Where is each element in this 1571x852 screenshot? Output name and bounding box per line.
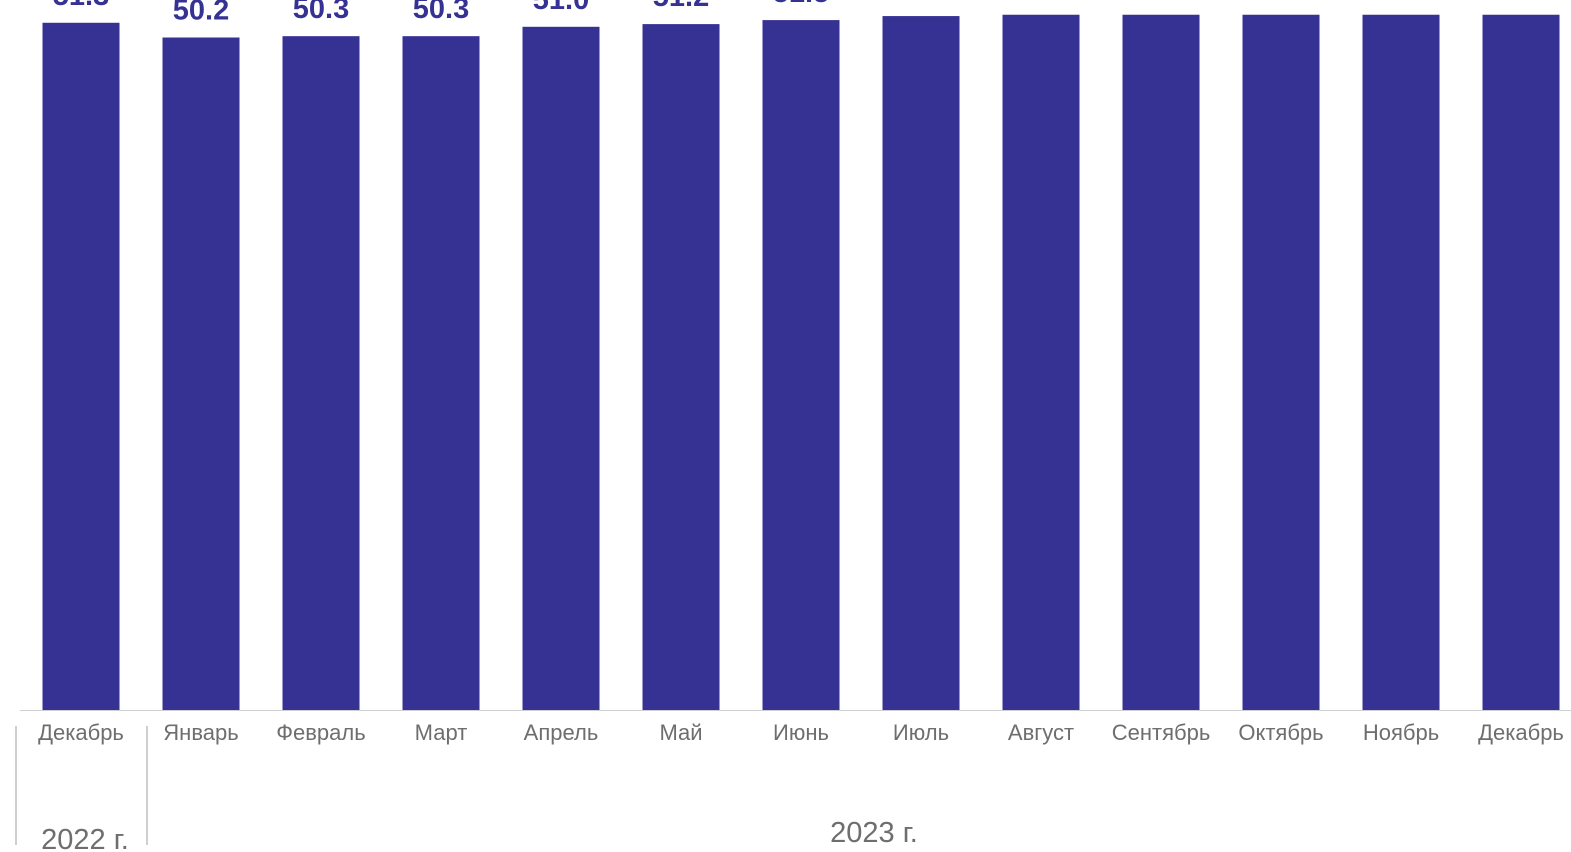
bar xyxy=(42,22,120,711)
x-tick-label: Февраль xyxy=(276,720,365,745)
x-tick-label: Сентябрь xyxy=(1112,720,1211,745)
bar xyxy=(402,36,480,711)
x-tick-label: Ноябрь xyxy=(1363,720,1439,745)
bar xyxy=(1242,14,1320,711)
group-label: 2022 г. xyxy=(41,824,129,852)
bar-value-label: 51.9 xyxy=(1013,0,1069,4)
x-tick-label: Март xyxy=(415,720,468,745)
x-tick-label: Май xyxy=(659,720,702,745)
group-label: 2023 г. xyxy=(830,817,918,849)
bar xyxy=(162,37,240,710)
bar xyxy=(1122,14,1200,711)
bar xyxy=(282,36,360,711)
bar-value-label: 50.3 xyxy=(293,0,349,25)
group-separators-layer xyxy=(15,726,148,845)
bar xyxy=(642,24,720,710)
bar xyxy=(1362,14,1440,711)
bar-value-label: 50.3 xyxy=(413,0,469,25)
x-tick-label: Август xyxy=(1008,720,1074,745)
bars-layer xyxy=(42,14,1560,711)
bar xyxy=(762,20,840,710)
x-tick-label: Октябрь xyxy=(1238,720,1323,745)
bar-value-label: 51.9 xyxy=(1373,0,1429,4)
bar-value-label: 51.3 xyxy=(53,0,109,12)
category-labels-layer: Декабрь Январь Февраль Март Апрель Май Июнь Июл… xyxy=(38,720,1564,745)
bar-value-label: 51.2 xyxy=(653,0,709,13)
x-tick-label: Июнь xyxy=(773,720,829,745)
bar-value-label: 50.2 xyxy=(173,0,229,27)
bar-value-label: 51.8 xyxy=(893,0,949,5)
bar-value-label: 51.0 xyxy=(533,0,589,16)
bar-value-label: 51.9 xyxy=(1253,0,1309,4)
x-tick-label: Июль xyxy=(893,720,949,745)
bar xyxy=(1002,14,1080,711)
x-tick-label: Декабрь xyxy=(38,720,124,745)
x-tick-label: Апрель xyxy=(524,720,599,745)
bar xyxy=(1482,14,1560,711)
value-labels-layer: 51.3 50.2 50.3 50.3 51.0 51.2 51.5 51.8 51.9 51.9… xyxy=(53,0,1549,27)
bar-value-label: 51.5 xyxy=(773,0,829,9)
bar-value-label: 51.9 xyxy=(1493,0,1549,4)
x-tick-label: Январь xyxy=(163,720,238,745)
x-tick-label: Декабрь xyxy=(1478,720,1564,745)
bar xyxy=(882,16,960,710)
bar-value-label: 51.9 xyxy=(1133,0,1189,4)
group-labels-layer: 2022 г. 2023 г. xyxy=(41,817,918,852)
bar xyxy=(522,26,600,710)
